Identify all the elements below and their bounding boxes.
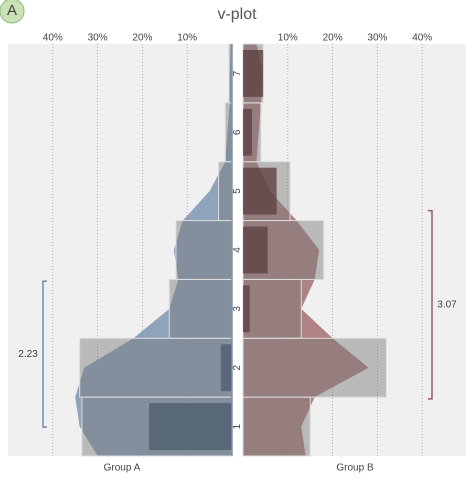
highlight-bar	[220, 344, 232, 392]
highlight-bar	[243, 226, 268, 274]
group-label: Group B	[336, 463, 374, 474]
highlight-bar	[243, 108, 252, 156]
mean-label: 2.23	[18, 349, 38, 360]
chart-title: v-plot	[217, 6, 257, 23]
x-tick-label: 30%	[367, 33, 387, 44]
y-tick-label: 5	[232, 188, 243, 194]
histogram-bar	[175, 220, 233, 280]
y-tick-label: 4	[232, 247, 243, 253]
sd-bracket	[42, 280, 47, 428]
x-tick-label: 10%	[177, 33, 197, 44]
x-tick-label: 40%	[412, 33, 432, 44]
histogram-bar	[242, 396, 311, 457]
y-tick-label: 7	[232, 70, 243, 76]
highlight-bar	[243, 167, 277, 215]
x-tick-label: 30%	[88, 33, 108, 44]
y-tick-label: 3	[232, 306, 243, 312]
histogram-bar	[242, 337, 387, 398]
panel-label: A	[7, 2, 17, 19]
x-tick-label: 40%	[43, 33, 63, 44]
highlight-bar	[243, 50, 264, 97]
highlight-bar	[243, 285, 250, 333]
x-tick-label: 20%	[132, 33, 152, 44]
sd-bracket	[428, 209, 433, 400]
histogram-bar	[224, 102, 233, 163]
y-tick-label: 6	[232, 129, 243, 135]
density-area	[75, 44, 232, 456]
x-tick-label: 10%	[278, 33, 298, 44]
histogram-bar	[242, 278, 302, 339]
histogram-bar	[218, 161, 233, 222]
x-tick-label: 20%	[323, 33, 343, 44]
panel-badge	[0, 0, 25, 24]
group-label: Group A	[104, 463, 141, 474]
density-area	[243, 44, 369, 456]
histogram-bar	[168, 278, 233, 339]
mean-label: 3.07	[437, 299, 457, 310]
highlight-bar	[149, 403, 232, 450]
y-tick-label: 1	[232, 423, 243, 429]
histogram-bar	[79, 337, 233, 398]
y-tick-label: 2	[232, 364, 243, 370]
